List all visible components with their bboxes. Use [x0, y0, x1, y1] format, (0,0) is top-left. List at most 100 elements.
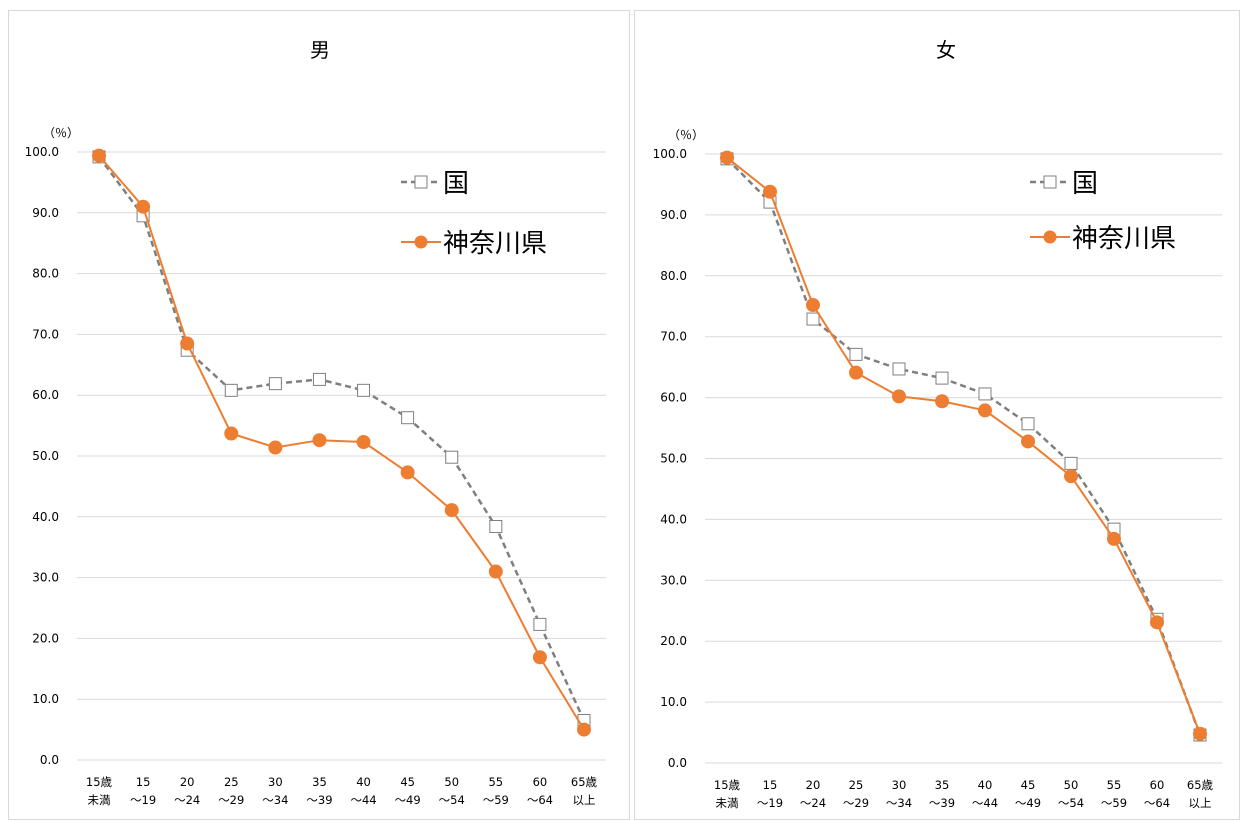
x-tick-label: ～44	[350, 793, 376, 807]
y-tick-label: 60.0	[32, 388, 59, 402]
x-tick-label: ～59	[1101, 796, 1127, 810]
y-unit-label: （％）	[43, 126, 79, 140]
data-point-kanagawa	[268, 440, 283, 455]
data-point-kanagawa	[1193, 726, 1207, 741]
x-tick-label: ～64	[1144, 796, 1170, 810]
y-tick-label: 0.0	[40, 753, 59, 767]
x-tick-label: 未満	[88, 793, 111, 807]
data-point-national	[401, 411, 415, 425]
y-tick-label: 50.0	[32, 449, 59, 463]
data-point-kanagawa	[312, 433, 327, 448]
legend-label: 神奈川県	[1072, 224, 1176, 254]
y-tick-label: 50.0	[660, 452, 687, 466]
data-point-kanagawa	[136, 199, 151, 214]
data-point-kanagawa	[1064, 469, 1078, 484]
x-tick-label: ～34	[262, 793, 288, 807]
data-point-national	[533, 617, 547, 631]
x-tick-label: ～39	[306, 793, 332, 807]
data-point-kanagawa	[92, 148, 106, 163]
x-tick-label: ～49	[1015, 796, 1041, 810]
data-point-national	[445, 450, 459, 464]
data-point-kanagawa	[1021, 434, 1035, 449]
legend-marker-circle	[1043, 230, 1057, 244]
x-tick-label: 35	[935, 778, 950, 792]
y-tick-label: 60.0	[660, 391, 687, 405]
x-tick-label: 50	[1064, 778, 1079, 792]
y-tick-label: 20.0	[660, 634, 687, 648]
legend-marker-square	[414, 175, 428, 189]
x-tick-label: 65歳	[1187, 778, 1214, 792]
y-tick-label: 40.0	[32, 510, 59, 524]
y-tick-label: 30.0	[660, 573, 687, 587]
chart-male: 男 （％） 0.0 10.0 20.0 30.0 40.0 50.0 60.0 70.0 80.0 9…	[25, 38, 606, 807]
y-tick-label: 70.0	[660, 330, 687, 344]
legend-label: 国	[1072, 169, 1098, 199]
data-point-kanagawa	[720, 150, 734, 165]
y-tick-label: 80.0	[32, 267, 59, 281]
y-tick-label: 40.0	[660, 512, 687, 526]
x-tick-label: 35	[312, 775, 327, 789]
data-point-national	[1064, 456, 1078, 470]
data-point-kanagawa	[356, 435, 371, 450]
data-point-kanagawa	[978, 403, 992, 418]
chart-title: 女	[936, 38, 956, 62]
series-line-national	[726, 157, 1202, 736]
data-point-kanagawa	[763, 184, 777, 199]
x-tick-label: 45	[1021, 778, 1036, 792]
data-point-kanagawa	[180, 336, 195, 351]
data-point-kanagawa	[806, 298, 820, 313]
series-line-national	[97, 156, 586, 722]
x-tick-label: ～54	[439, 793, 465, 807]
series-line-kanagawa	[726, 156, 1201, 735]
x-tick-label: 15歳	[86, 775, 113, 789]
chart-female: 女 （％） 0.0 10.0 20.0 30.0 40.0 50.0 60.0 70.0 80.0 9…	[653, 38, 1222, 810]
legend-label: 国	[443, 169, 469, 199]
x-tick-label: 55	[488, 775, 503, 789]
data-point-kanagawa	[532, 650, 547, 665]
x-tick-label: ～29	[843, 796, 869, 810]
y-tick-label: 70.0	[32, 327, 59, 341]
x-tick-label: 15	[763, 778, 778, 792]
x-tick-label: 40	[356, 775, 371, 789]
x-tick-label: 15歳	[714, 778, 741, 792]
chart-title: 男	[310, 38, 330, 62]
x-tick-label: ～24	[800, 796, 826, 810]
x-tick-label: 20	[806, 778, 821, 792]
y-tick-label: 10.0	[32, 692, 59, 706]
data-point-national	[849, 347, 863, 361]
y-tick-label: 90.0	[32, 206, 59, 220]
data-point-kanagawa	[224, 426, 239, 441]
data-point-kanagawa	[849, 365, 863, 380]
chart-panel-male: 男 （％） 0.0 10.0 20.0 30.0 40.0 50.0 60.0 70.0 80.0 9…	[8, 10, 630, 820]
x-tick-label: 65歳	[571, 775, 598, 789]
x-tick-label: 15	[136, 775, 151, 789]
data-point-national	[268, 377, 282, 391]
x-tick-label: 60	[533, 775, 548, 789]
legend-marker-square	[1043, 175, 1057, 189]
x-tick-label: 25	[224, 775, 239, 789]
x-tick-label: 以上	[1189, 796, 1212, 810]
data-point-kanagawa	[1107, 531, 1121, 546]
x-tick-label: ～19	[130, 793, 156, 807]
data-point-kanagawa	[892, 389, 906, 404]
x-tick-label: ～49	[395, 793, 421, 807]
y-tick-label: 100.0	[25, 145, 59, 159]
x-tick-label: 30	[268, 775, 283, 789]
data-point-kanagawa	[400, 465, 415, 480]
x-tick-label: 60	[1150, 778, 1165, 792]
x-tick-label: ～59	[483, 793, 509, 807]
y-tick-label: 100.0	[653, 147, 687, 161]
x-tick-label: ～19	[757, 796, 783, 810]
x-tick-label: 以上	[573, 793, 596, 807]
x-tick-label: ～34	[886, 796, 912, 810]
chart-panel-female: 女 （％） 0.0 10.0 20.0 30.0 40.0 50.0 60.0 70.0 80.0 9…	[634, 10, 1240, 820]
y-tick-label: 90.0	[660, 208, 687, 222]
y-tick-label: 80.0	[660, 269, 687, 283]
x-tick-label: 未満	[716, 796, 739, 810]
data-point-national	[489, 520, 503, 534]
x-tick-label: ～39	[929, 796, 955, 810]
data-point-national	[978, 387, 992, 401]
data-point-national	[1021, 417, 1035, 431]
legend-label: 神奈川県	[443, 229, 547, 259]
data-point-national	[312, 372, 326, 386]
